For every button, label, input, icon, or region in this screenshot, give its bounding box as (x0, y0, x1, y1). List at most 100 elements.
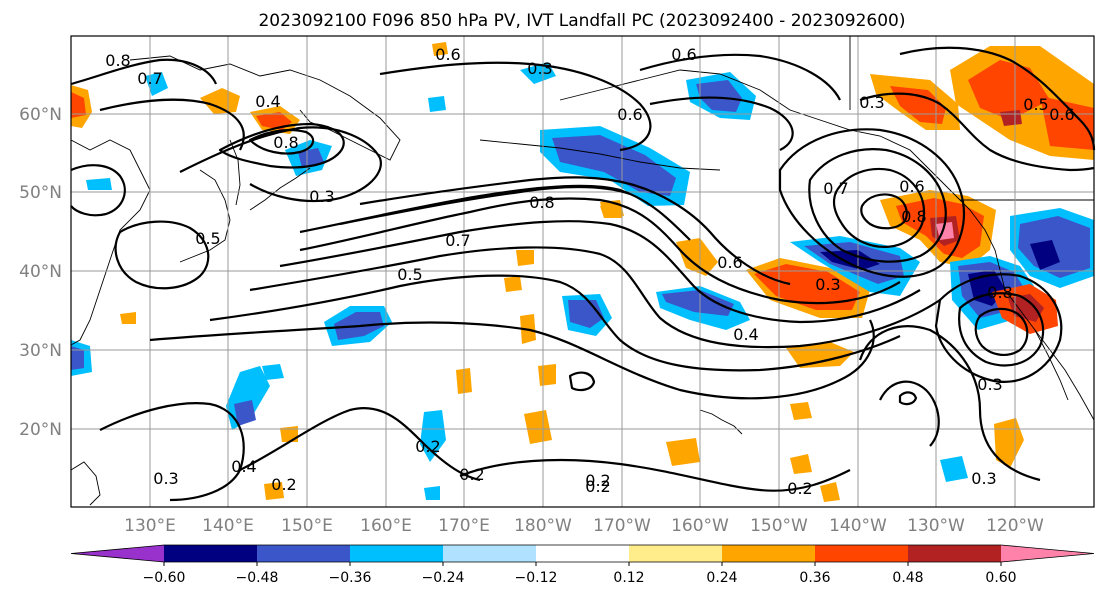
longitude-labels: 130°E 140°E 150°E 160°E 170°E 180°W 170°… (124, 516, 1044, 536)
contour-label: 0.3 (815, 275, 840, 294)
contour-line (649, 96, 794, 151)
anomaly-patch (145, 72, 168, 96)
colorbar-segments (70, 544, 1095, 563)
contour-label: 0.3 (527, 59, 552, 78)
contour-line (958, 292, 1045, 367)
colorbar-segment (908, 545, 1002, 562)
contour-label: 0.2 (787, 479, 812, 498)
anomaly-patch (516, 250, 534, 266)
lon-label: 150°W (750, 516, 808, 536)
contour-label: 0.6 (435, 45, 460, 64)
contour-label: 0.6 (1049, 105, 1074, 124)
contour-line (974, 307, 1029, 356)
colorbar-tick-label: 0.12 (613, 570, 644, 586)
lon-label: 120°W (986, 516, 1044, 536)
anomaly-patch (754, 264, 860, 310)
contour-label: 0.4 (231, 457, 256, 476)
colorbar-segment (629, 545, 723, 562)
map-panel: 0.8 0.7 0.6 0.4 0.8 0.3 0.5 0.6 0.8 0.5 … (70, 35, 1096, 508)
contour-line (239, 407, 481, 482)
lon-label: 160°E (360, 516, 412, 536)
lat-label: 30°N (19, 341, 62, 361)
contour-label: 0.8 (987, 283, 1012, 302)
contour-label: 0.3 (977, 375, 1002, 394)
anomaly-patch (676, 238, 718, 276)
colorbar-tick-label: 0.24 (706, 570, 737, 586)
map-frame (70, 35, 1095, 508)
lon-label: 180°W (514, 516, 572, 536)
contour-line (99, 402, 245, 502)
colorbar-segment (257, 545, 351, 562)
colorbar-segment (536, 545, 630, 562)
contour-line (218, 122, 345, 169)
colorbar-tick-label: −0.48 (236, 570, 279, 586)
contour-label: 0.5 (1023, 95, 1048, 114)
contour-label: 0.2 (585, 477, 610, 496)
anomaly-patch (940, 456, 968, 482)
colorbar-tick-label: −0.60 (143, 570, 186, 586)
lon-label: 170°E (438, 516, 490, 536)
contour-line (859, 92, 1095, 172)
contour-line (359, 176, 791, 286)
contour-label: 0.2 (271, 475, 296, 494)
contour-label: 0.8 (901, 207, 926, 226)
contour-line (808, 148, 947, 263)
anomaly-patch (1030, 240, 1060, 270)
contour-line (860, 193, 908, 230)
anomaly-patch (71, 346, 84, 370)
contour-line (179, 126, 382, 203)
anomaly-patch (200, 88, 240, 114)
lat-label: 50°N (19, 183, 62, 203)
contour-line (899, 46, 1096, 151)
figure-title: 2023092100 F096 850 hPa PV, IVT Landfall… (258, 11, 905, 31)
contour-line (249, 246, 941, 349)
anomaly-patch (552, 135, 676, 196)
anomaly-patch (504, 276, 522, 292)
contour-label: 0.5 (397, 265, 422, 284)
lon-label: 130°E (124, 516, 176, 536)
lat-label: 20°N (19, 420, 62, 440)
contour-label: 0.3 (971, 469, 996, 488)
anomaly-patch (86, 178, 112, 190)
colorbar-tick-label: −0.24 (422, 570, 465, 586)
colorbar-segment (350, 545, 444, 562)
contour-line (248, 129, 315, 155)
contour-line (279, 220, 921, 324)
contour-line (209, 274, 901, 372)
anomaly-patch (420, 410, 446, 462)
contour-line (70, 58, 218, 86)
anomaly-patch (568, 300, 604, 328)
coastline-aleutians (479, 139, 721, 171)
anomaly-patch (120, 312, 136, 324)
contour-line (639, 53, 841, 101)
anomaly-patch (280, 426, 298, 442)
lon-label: 140°W (829, 516, 887, 536)
contour-line (459, 458, 851, 492)
colorbar-segment (164, 545, 258, 562)
contour-line (379, 61, 652, 152)
contour-line (99, 98, 245, 151)
contour-line (568, 371, 596, 392)
contour-label: 0.4 (733, 325, 758, 344)
anomaly-patch (234, 400, 256, 426)
anomaly-patch (71, 92, 86, 118)
contour-labels: 0.8 0.7 0.6 0.4 0.8 0.3 0.5 0.6 0.8 0.5 … (105, 45, 1074, 498)
contour-line (114, 220, 210, 290)
contour-line (149, 319, 875, 400)
coastline-namerica (969, 209, 1095, 421)
contour-label: 0.6 (717, 253, 742, 272)
anomaly-patch (432, 42, 448, 56)
colorbar-segment (1001, 545, 1094, 562)
coastline-philippines (70, 461, 101, 506)
contour-label: 0.3 (309, 187, 334, 206)
coastline-sakhalin (229, 139, 241, 206)
contour-line (299, 197, 901, 305)
contour-label: 0.5 (195, 229, 220, 248)
contour-label: 0.8 (105, 51, 130, 70)
anomaly-patch (256, 112, 292, 130)
contour-label: 0.6 (899, 177, 924, 196)
contour-line (898, 391, 918, 406)
contour-label: 0.2 (585, 471, 610, 490)
anomaly-patch (538, 364, 556, 386)
colorbar-segment (71, 545, 164, 562)
